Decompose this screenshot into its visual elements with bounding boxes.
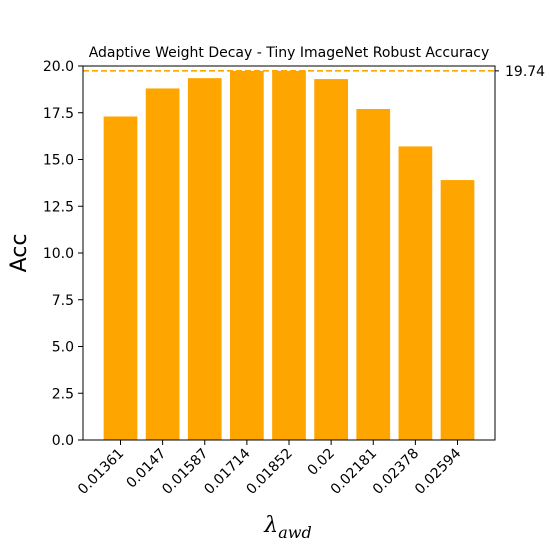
plot-area: 19.74 0.0 2.5 5.0 7.5 10.0 12.5 15.0 17.5 20.0 0.0… xyxy=(43,59,545,498)
x-tick-label: 0.01361 xyxy=(75,446,127,498)
y-tick-label: 15.0 xyxy=(43,153,74,169)
x-tick-label: 0.02 xyxy=(305,446,338,479)
bar xyxy=(145,88,180,440)
y-tick-label: 20.0 xyxy=(43,59,74,75)
y-tick-label: 12.5 xyxy=(43,199,74,215)
x-axis-label-subscript: awd xyxy=(278,523,311,542)
bar xyxy=(314,79,348,440)
bar xyxy=(187,78,222,440)
y-tick-label: 10.0 xyxy=(43,246,74,262)
y-tick-label: 0.0 xyxy=(52,433,74,449)
chart-title: Adaptive Weight Decay - Tiny ImageNet Ro… xyxy=(89,45,490,61)
bar xyxy=(440,180,475,440)
y-axis-label: Acc xyxy=(7,234,32,273)
x-axis-label-symbol: λ xyxy=(263,513,278,538)
x-axis-label: λawd xyxy=(263,513,311,542)
x-tick-label: 0.01852 xyxy=(244,446,296,498)
y-tick-label: 2.5 xyxy=(52,386,74,402)
y-tick-label: 17.5 xyxy=(43,106,74,122)
bar xyxy=(230,70,264,440)
bar xyxy=(398,146,433,440)
y-tick-label: 7.5 xyxy=(52,293,74,309)
bar xyxy=(103,116,138,441)
reference-label: 19.74 xyxy=(505,64,545,80)
x-tick-label: 0.02594 xyxy=(412,445,464,497)
y-tick-label: 5.0 xyxy=(52,340,74,356)
bar xyxy=(356,109,391,440)
bar xyxy=(272,70,306,440)
